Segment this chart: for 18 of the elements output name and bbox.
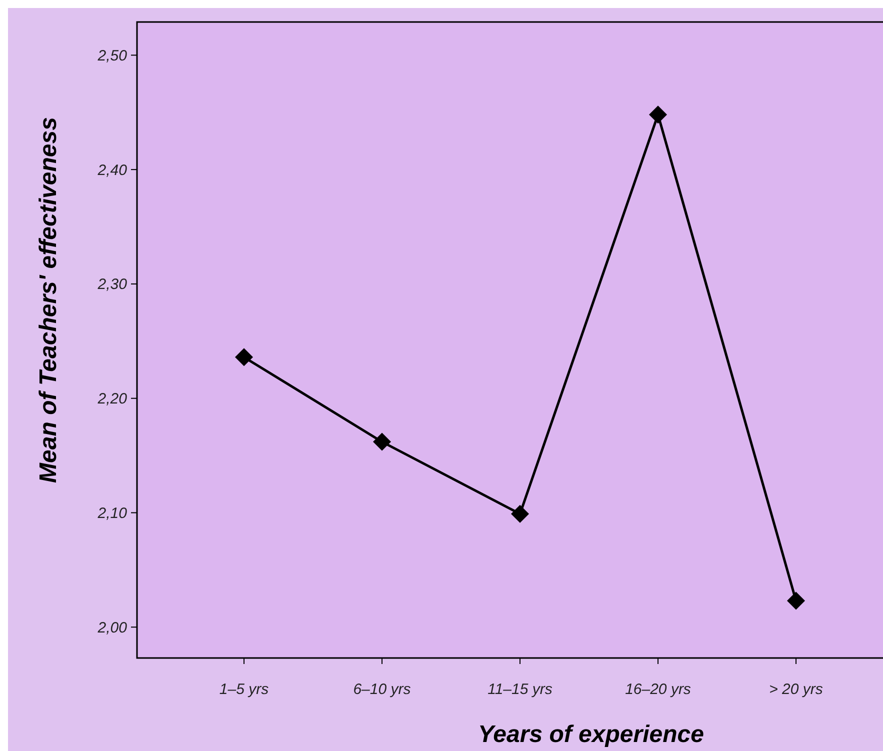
point bbox=[373, 432, 391, 451]
x-tick-label: 6–10 yrs bbox=[353, 681, 412, 698]
x-tick-label: 1–5 yrs bbox=[219, 681, 270, 698]
y-axis-title: Mean of Teachers' effectiveness bbox=[35, 117, 62, 483]
y-tick-label: 2,00 bbox=[96, 619, 128, 636]
y-tick-label: 2,40 bbox=[96, 162, 128, 179]
point bbox=[649, 106, 667, 124]
y-tick-label: 2,20 bbox=[96, 390, 128, 408]
point bbox=[511, 504, 529, 523]
x-tick-label: 16–20 yrs bbox=[625, 681, 692, 698]
y-tick-label: 2,10 bbox=[96, 504, 128, 522]
x-axis-title: Years of experience bbox=[478, 721, 704, 748]
x-tick-label: 11–15 yrs bbox=[488, 681, 553, 698]
y-tick-label: 2,30 bbox=[96, 276, 128, 294]
point bbox=[787, 592, 805, 610]
x-tick-label: > 20 yrs bbox=[769, 681, 824, 698]
point bbox=[235, 348, 253, 366]
y-tick-label: 2,50 bbox=[96, 47, 128, 64]
